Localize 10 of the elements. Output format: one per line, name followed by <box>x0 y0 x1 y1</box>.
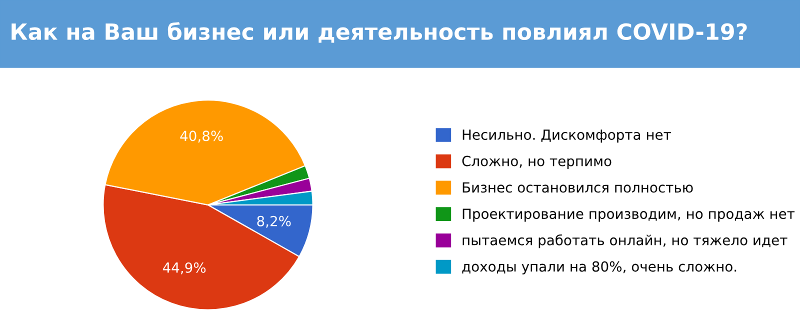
chart-title: Как на Ваш бизнес или деятельность повлиял COVID-19? <box>12 22 747 43</box>
legend-label: Проектирование производим, но продаж нет <box>462 208 795 222</box>
legend-label: Бизнес остановился полностью <box>462 182 693 193</box>
data-label: 8,2% <box>257 216 291 228</box>
legend-label: Несильно. Дискомфорта нет <box>462 130 672 143</box>
data-label: 44,9% <box>162 262 206 274</box>
legend-label: пытаемся работать онлайн, но тяжело идет <box>462 234 788 248</box>
legend-label: Сложно, но терпимо <box>462 156 612 169</box>
legend-label: доходы упали на 80%, очень сложно. <box>462 261 736 274</box>
data-label: 40,8% <box>180 130 223 143</box>
